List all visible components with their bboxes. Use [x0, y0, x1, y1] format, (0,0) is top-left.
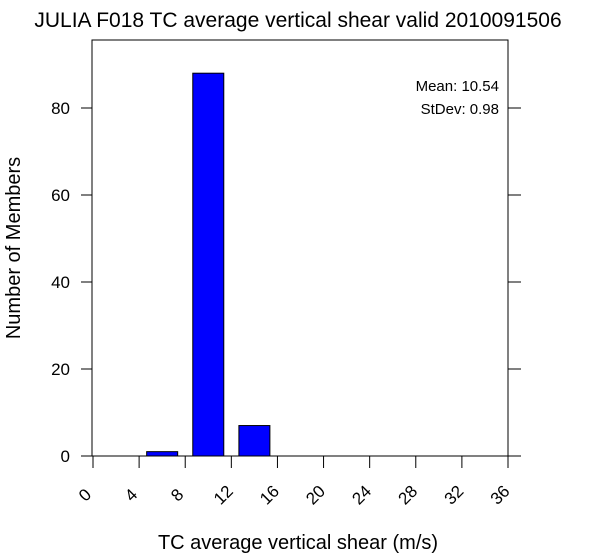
histogram-bar — [192, 72, 225, 457]
x-tick-label: 36 — [487, 482, 514, 509]
y-tick-label: 40 — [51, 273, 70, 292]
x-axis: 0 4 8 12 16 20 24 28 32 36 — [75, 455, 514, 509]
x-axis-title: TC average vertical shear (m/s) — [158, 532, 438, 554]
histogram-bar — [146, 451, 179, 457]
y-tick-label: 0 — [61, 447, 70, 466]
x-tick-label: 20 — [302, 482, 329, 509]
y-tick-label: 80 — [51, 99, 70, 118]
x-tick-label: 32 — [441, 482, 468, 509]
x-tick-label: 28 — [394, 482, 421, 509]
x-tick-label: 4 — [121, 485, 141, 505]
y-axis-right — [507, 107, 521, 457]
bars-layer — [146, 72, 271, 457]
x-tick-label: 16 — [256, 482, 283, 509]
histogram-bar — [238, 425, 271, 457]
y-axis: 0 20 40 60 80 — [51, 99, 93, 466]
x-tick-label: 0 — [75, 485, 95, 505]
stdev-annotation: StDev: 0.98 — [421, 101, 499, 118]
y-tick-label: 60 — [51, 186, 70, 205]
mean-annotation: Mean: 10.54 — [416, 78, 499, 95]
x-tick-label: 24 — [348, 482, 375, 509]
y-axis-title: Number of Members — [3, 157, 25, 339]
y-tick-label: 20 — [51, 360, 70, 379]
x-tick-label: 12 — [210, 482, 237, 509]
x-tick-label: 8 — [167, 485, 187, 505]
chart-title: JULIA F018 TC average vertical shear val… — [34, 9, 561, 32]
